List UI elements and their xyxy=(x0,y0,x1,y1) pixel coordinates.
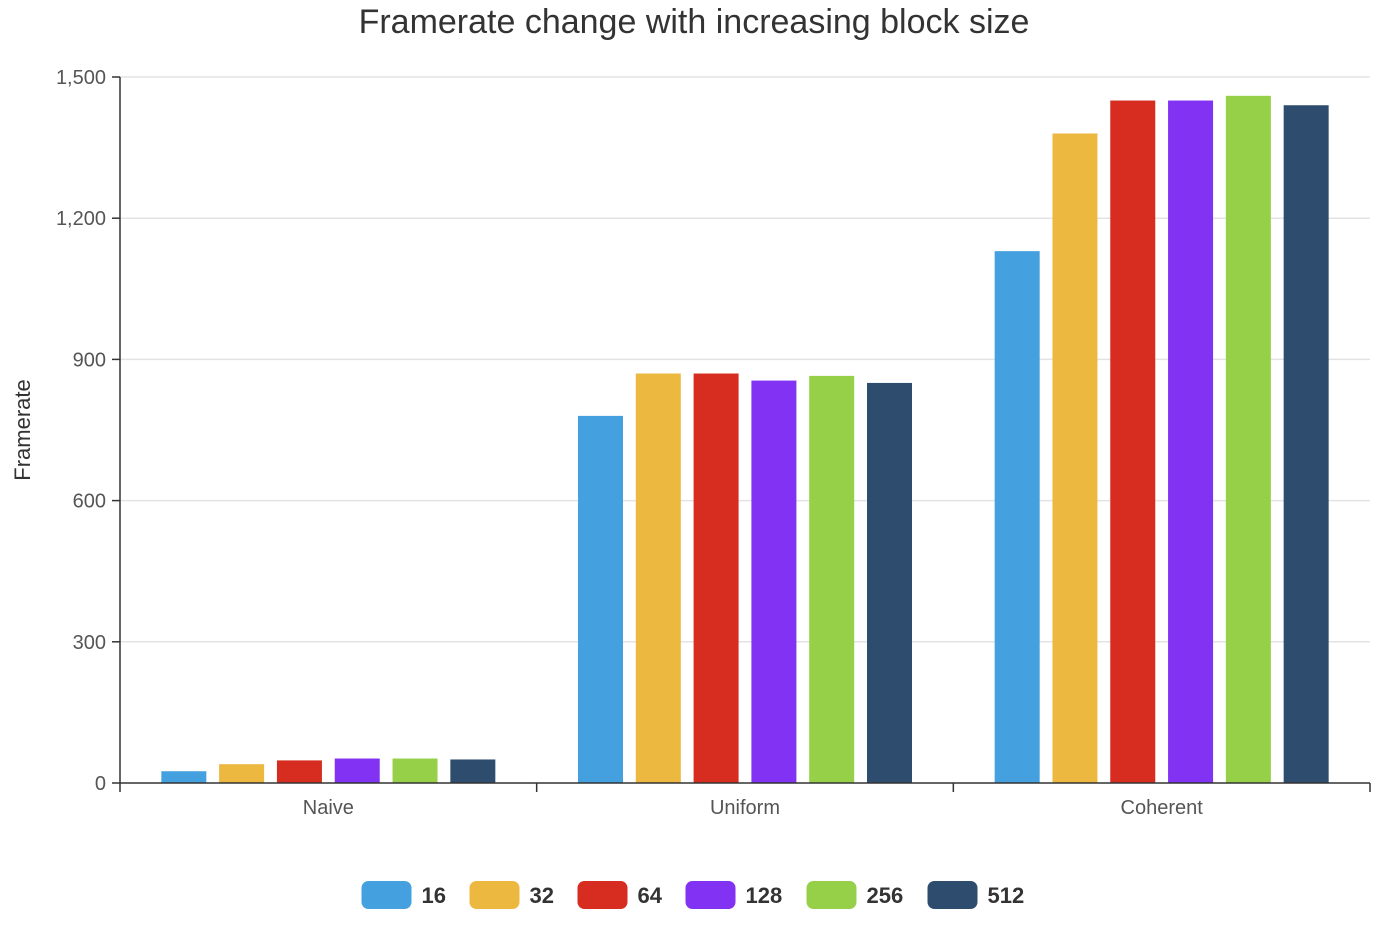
legend-label: 128 xyxy=(746,883,783,908)
gridlines xyxy=(120,76,1370,643)
bar xyxy=(1110,100,1156,784)
bar xyxy=(276,760,322,783)
x-tick-label: Coherent xyxy=(1121,797,1204,819)
legend-swatch xyxy=(806,881,857,909)
legend-swatch xyxy=(469,881,520,909)
bar xyxy=(867,382,912,783)
y-tick-label: 300 xyxy=(73,632,106,654)
y-tick-label: 0 xyxy=(95,773,106,795)
legend-label: 32 xyxy=(530,883,554,908)
bar xyxy=(693,373,739,783)
bar xyxy=(994,251,1040,783)
bar xyxy=(751,380,797,783)
bar xyxy=(334,758,380,783)
bar xyxy=(219,764,265,783)
bar xyxy=(578,415,623,783)
bars xyxy=(161,95,1329,784)
y-tick-label: 1,500 xyxy=(56,67,106,89)
y-axis-label: Framerate xyxy=(10,379,35,480)
bar xyxy=(392,758,438,783)
x-tick-label: Uniform xyxy=(710,797,780,819)
bar xyxy=(635,373,681,783)
bar xyxy=(161,771,207,783)
x-tick-label: Naive xyxy=(303,797,354,819)
y-tick-label: 600 xyxy=(73,491,106,513)
bar xyxy=(450,759,496,783)
legend-swatch xyxy=(577,881,628,909)
axes: 0 300 600 900 1,200 1,500 Naive Uniform Coherent xyxy=(56,67,1371,819)
legend-label: 64 xyxy=(638,883,663,908)
bar xyxy=(1283,105,1329,784)
chart-title: Framerate change with increasing block s… xyxy=(359,3,1030,41)
bar xyxy=(1168,100,1214,784)
legend: 16 32 64 128 256 512 xyxy=(361,881,1025,909)
bar xyxy=(809,375,855,783)
y-tick-label: 900 xyxy=(73,349,106,371)
legend-label: 256 xyxy=(867,883,904,908)
legend-label: 16 xyxy=(422,883,446,908)
legend-swatch xyxy=(685,881,736,909)
legend-label: 512 xyxy=(988,883,1025,908)
y-tick-label: 1,200 xyxy=(56,208,106,230)
legend-swatch xyxy=(927,881,978,909)
legend-swatch xyxy=(361,881,412,909)
bar xyxy=(1225,95,1271,784)
bar xyxy=(1052,133,1098,784)
